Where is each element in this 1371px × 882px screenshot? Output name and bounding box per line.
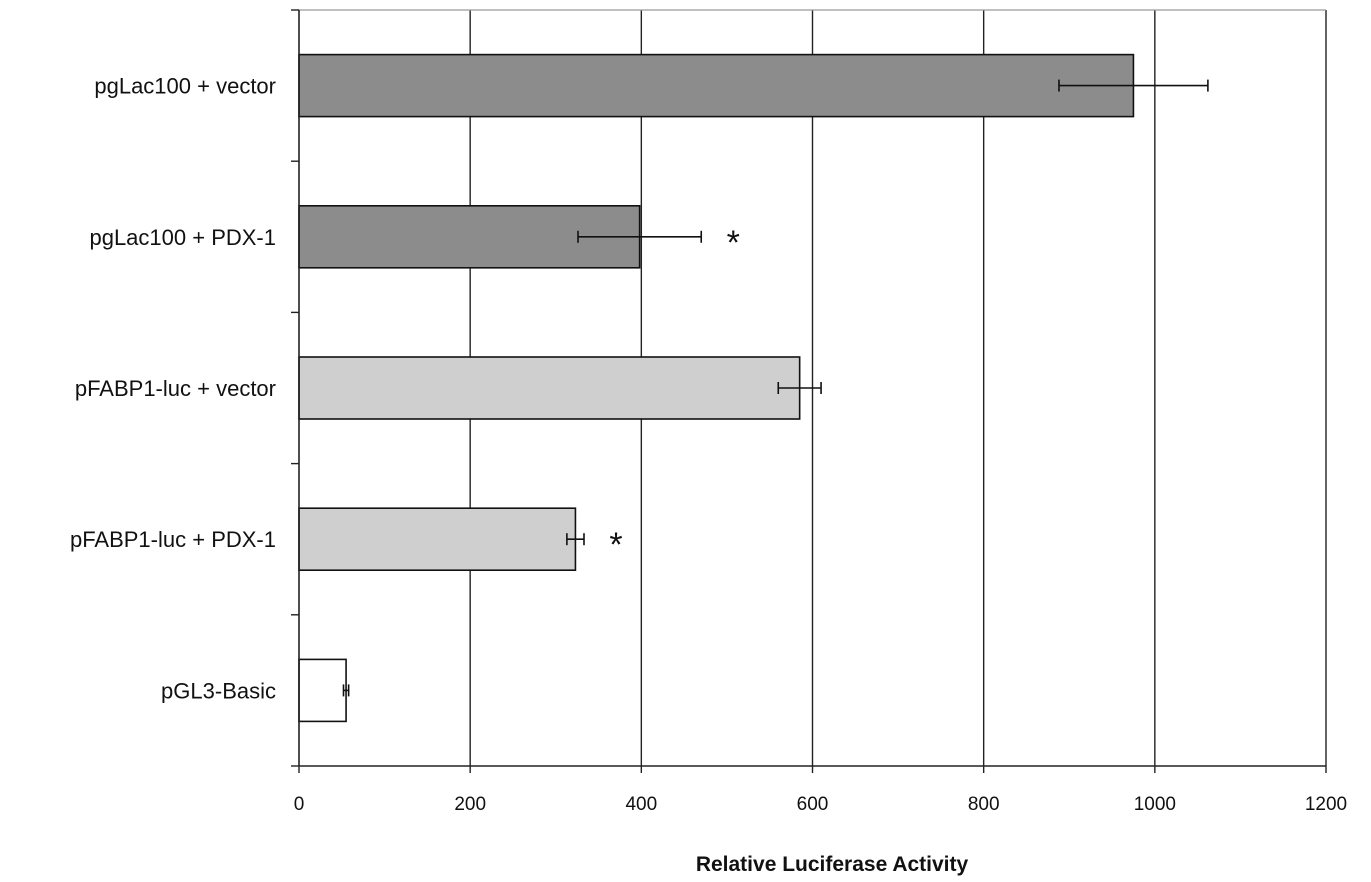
error-bars bbox=[342, 79, 1209, 697]
axes bbox=[291, 9, 1327, 773]
bar-3 bbox=[298, 507, 577, 572]
labels: 0 200 400 600 800 1000 1200 pgLac100 + vector pg… bbox=[70, 74, 1347, 815]
x-tick-label-0: 0 bbox=[294, 794, 305, 815]
x-tick-label-3: 600 bbox=[797, 794, 829, 815]
category-label-3: pFABP1-luc + PDX-1 bbox=[70, 527, 276, 552]
bar-0 bbox=[298, 53, 1135, 118]
category-label-0: pgLac100 + vector bbox=[94, 74, 276, 99]
x-axis-title: Relative Luciferase Activity bbox=[696, 853, 969, 876]
bar-4 bbox=[298, 658, 347, 723]
category-label-4: pGL3-Basic bbox=[161, 678, 276, 703]
significance-mark-3: * bbox=[609, 526, 622, 564]
x-tick-label-1: 200 bbox=[454, 794, 486, 815]
x-tick-label-2: 400 bbox=[625, 794, 657, 815]
significance-mark-1: * bbox=[727, 224, 740, 262]
category-label-2: pFABP1-luc + vector bbox=[75, 376, 276, 401]
bars bbox=[298, 53, 1135, 723]
bar-2 bbox=[298, 356, 801, 420]
x-tick-label-5: 1000 bbox=[1134, 794, 1176, 815]
x-tick-label-6: 1200 bbox=[1305, 794, 1347, 815]
category-label-1: pgLac100 + PDX-1 bbox=[89, 225, 276, 250]
x-tick-label-4: 800 bbox=[968, 794, 1000, 815]
